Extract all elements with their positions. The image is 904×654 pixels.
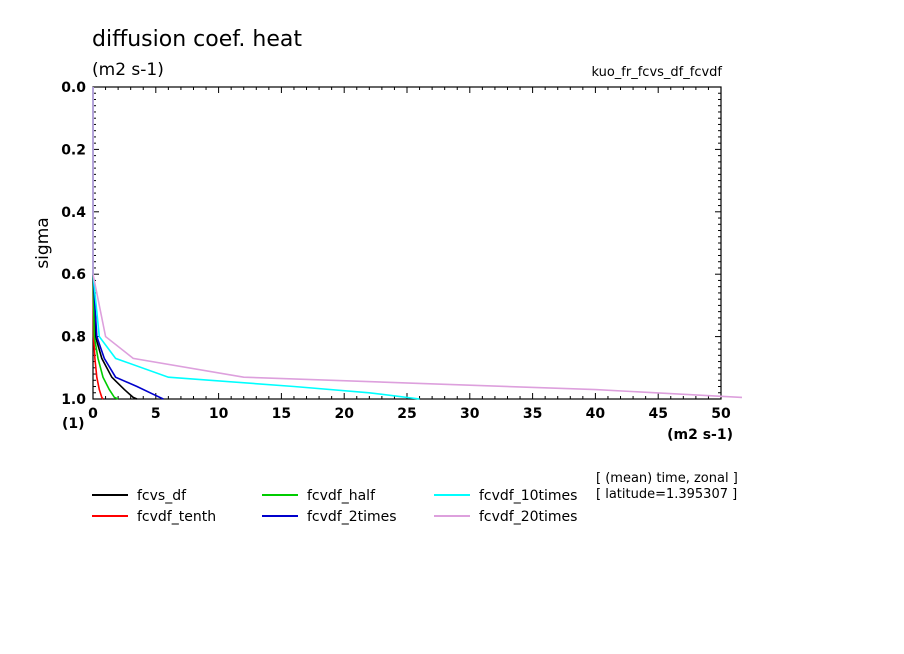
x-tick-label: 30 [460, 406, 480, 422]
x-tick-label: 50 [711, 406, 731, 422]
legend-label-fcvdf-20times: fcvdf_20times [479, 509, 577, 525]
y-tick-label: 0.8 [61, 330, 86, 346]
legend-label-fcvdf-half: fcvdf_half [307, 488, 376, 504]
x-tick-label: 10 [209, 406, 229, 422]
x-tick-label: 15 [272, 406, 291, 422]
series-line-fcvdf-half [92, 87, 119, 400]
series-line-fcvdf-20times [92, 87, 743, 399]
note-latitude: [ latitude=1.395307 ] [596, 487, 737, 502]
axis-ticks [92, 86, 722, 400]
series-line-fcvdf-10times [92, 87, 420, 400]
x-tick-label: 0 [88, 406, 98, 422]
y-tick-label: 1.0 [61, 392, 86, 408]
y-tick-label: 0.2 [61, 142, 86, 158]
legend-label-fcvdf-10times: fcvdf_10times [479, 488, 577, 504]
y-tick-label: 0.4 [61, 205, 86, 221]
x-tick-label: 45 [648, 406, 667, 422]
y-axis-unit: (1) [62, 416, 85, 432]
y-tick-labels: 0.0 0.2 0.4 0.6 0.8 1.0 [61, 80, 86, 408]
x-tick-label: 35 [523, 406, 542, 422]
x-tick-label: 40 [586, 406, 606, 422]
experiment-name: kuo_fr_fcvs_df_fcvdf [591, 65, 722, 80]
legend-label-fcvdf-tenth: fcvdf_tenth [137, 509, 216, 525]
x-axis-label: (m2 s-1) [667, 427, 733, 443]
y-tick-label: 0.6 [61, 267, 86, 283]
legend-label-fcvs-df: fcvs_df [137, 488, 187, 504]
x-tick-label: 25 [397, 406, 416, 422]
series-lines [92, 87, 743, 400]
x-tick-label: 5 [151, 406, 161, 422]
plot-frame [92, 86, 722, 400]
x-tick-label: 20 [334, 406, 354, 422]
chart-subtitle: (m2 s-1) [92, 60, 164, 80]
legend: fcvs_df fcvdf_tenth fcvdf_half fcvdf_2times… [92, 488, 577, 525]
note-time-zonal: [ (mean) time, zonal ] [596, 471, 738, 486]
y-axis-label: sigma [33, 217, 53, 268]
x-tick-labels: 0 5 10 15 20 25 30 35 40 45 50 [88, 406, 731, 422]
series-line-fcvs-df [92, 87, 138, 400]
series-line-fcvdf-2times [92, 87, 164, 400]
legend-label-fcvdf-2times: fcvdf_2times [307, 509, 397, 525]
y-tick-label: 0.0 [61, 80, 86, 96]
chart-title: diffusion coef. heat [92, 27, 302, 52]
